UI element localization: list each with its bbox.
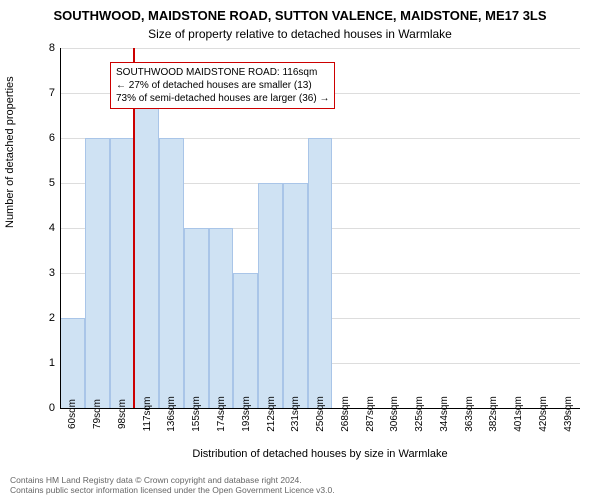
chart-subtitle: Size of property relative to detached ho… [0,27,600,41]
y-tick-label: 5 [49,177,55,189]
x-tick-label: 268sqm [340,396,351,432]
bar [283,183,308,408]
x-tick-label: 439sqm [563,396,574,432]
bar [308,138,333,408]
x-tick-label: 382sqm [488,396,499,432]
x-tick-label: 193sqm [241,396,252,432]
y-axis-label: Number of detached properties [4,76,16,228]
x-tick-label: 344sqm [439,396,450,432]
plot-area: SOUTHWOOD MAIDSTONE ROAD: 116sqm← 27% of… [60,48,580,408]
bar [233,273,258,408]
x-tick-label: 79sqm [92,399,103,429]
legend-line-3: 73% of semi-detached houses are larger (… [116,92,329,105]
x-tick-label: 325sqm [414,396,425,432]
x-tick-label: 98sqm [117,399,128,429]
y-tick-label: 2 [49,312,55,324]
chart-title-address: SOUTHWOOD, MAIDSTONE ROAD, SUTTON VALENC… [0,8,600,23]
y-axis-line [60,48,61,408]
bar [258,183,283,408]
x-tick-label: 420sqm [538,396,549,432]
x-tick-label: 155sqm [191,396,202,432]
x-tick-label: 306sqm [389,396,400,432]
x-tick-label: 60sqm [67,399,78,429]
x-tick-label: 401sqm [513,396,524,432]
legend-line-2: ← 27% of detached houses are smaller (13… [116,79,329,92]
y-tick-label: 1 [49,357,55,369]
y-tick-label: 7 [49,87,55,99]
footer-attribution: Contains HM Land Registry data © Crown c… [10,475,335,496]
y-tick-label: 0 [49,402,55,414]
x-tick-label: 117sqm [142,397,153,432]
footer-line-1: Contains HM Land Registry data © Crown c… [10,475,335,486]
bar [184,228,209,408]
x-tick-label: 250sqm [315,396,326,432]
legend-box: SOUTHWOOD MAIDSTONE ROAD: 116sqm← 27% of… [110,62,335,109]
bar [209,228,234,408]
x-tick-label: 287sqm [365,396,376,432]
chart-container: SOUTHWOOD, MAIDSTONE ROAD, SUTTON VALENC… [0,0,600,500]
x-tick-label: 174sqm [216,396,227,432]
x-tick-label: 212sqm [266,396,277,432]
footer-line-2: Contains public sector information licen… [10,485,335,496]
bar [60,318,85,408]
gridline [60,48,580,49]
y-tick-label: 4 [49,222,55,234]
x-tick-label: 136sqm [166,396,177,432]
y-tick-label: 3 [49,267,55,279]
x-tick-label: 363sqm [464,396,475,432]
x-tick-label: 231sqm [290,396,301,432]
y-tick-label: 8 [49,42,55,54]
bar [159,138,184,408]
bar [134,93,159,408]
y-tick-label: 6 [49,132,55,144]
bar [110,138,135,408]
bar [85,138,110,408]
legend-line-1: SOUTHWOOD MAIDSTONE ROAD: 116sqm [116,66,329,79]
x-axis-label: Distribution of detached houses by size … [60,448,580,460]
